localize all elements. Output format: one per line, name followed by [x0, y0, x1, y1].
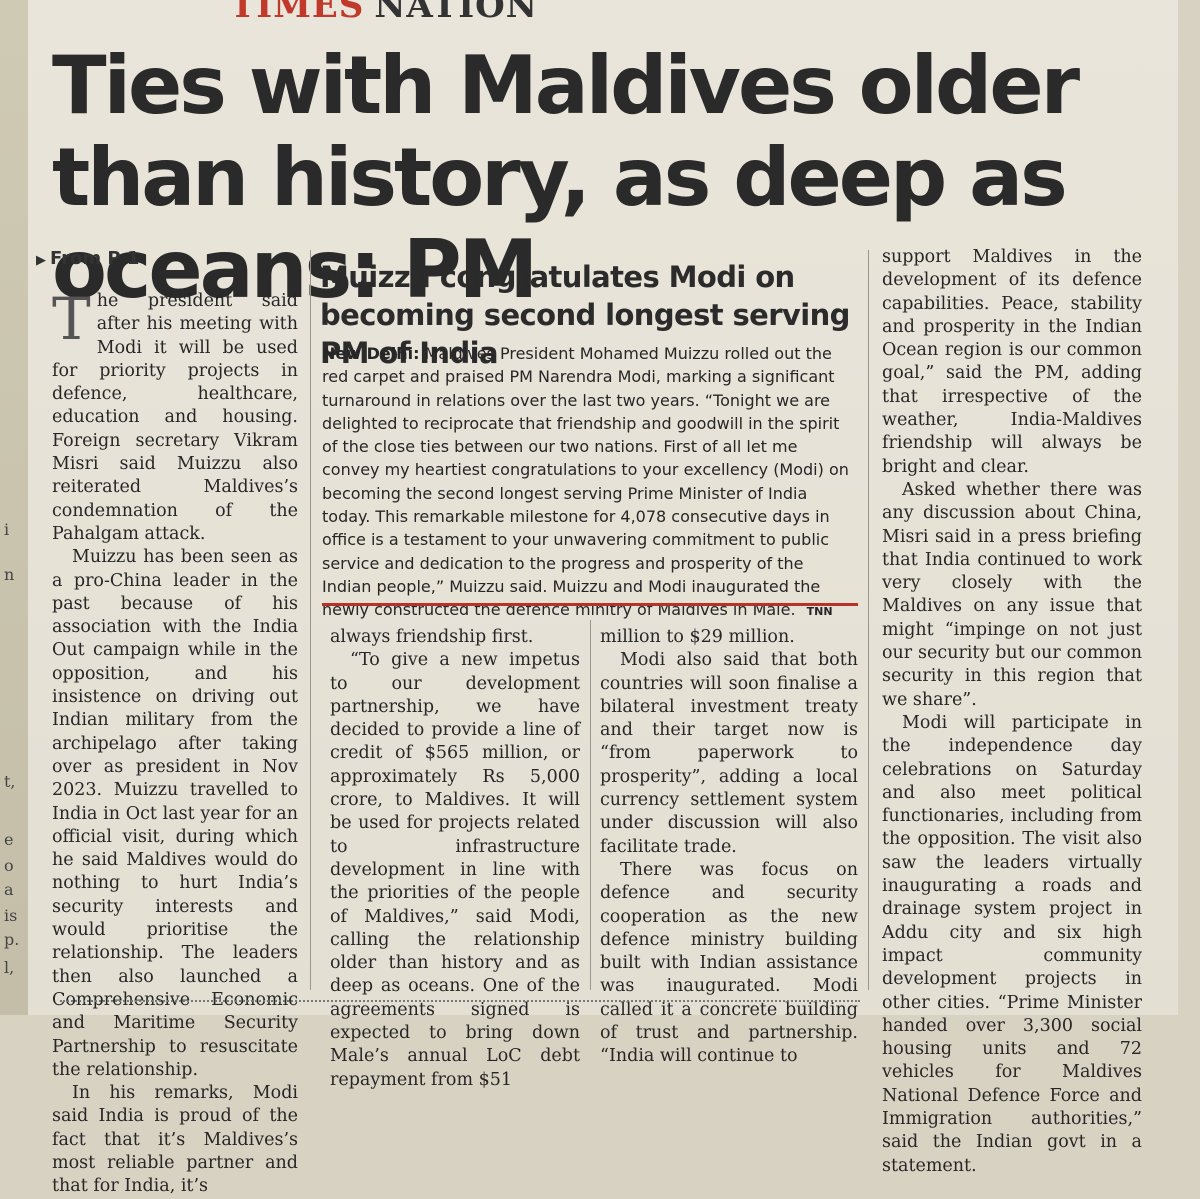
paragraph: “To give a new impetus to our developmen… — [330, 650, 580, 1090]
article-column-3: million to $29 million. Modi also said t… — [600, 626, 858, 1069]
strip-fragment: a — [4, 880, 14, 899]
paragraph: There was focus on defence and security … — [600, 859, 858, 1067]
sidebar-body: New Delhi: Maldives President Mohamed Mu… — [322, 342, 852, 624]
strip-fragment: p. — [4, 930, 20, 949]
continued-from-label: From P 1 — [50, 248, 140, 269]
strip-fragment: i — [4, 520, 10, 539]
strip-fragment: e — [4, 830, 14, 849]
sidebar-dateline: New Delhi: — [322, 344, 420, 363]
paragraph: Modi will participate in the independenc… — [882, 712, 1142, 1176]
paragraph: support Maldives in the development of i… — [882, 247, 1142, 477]
column-divider — [310, 250, 311, 990]
column-divider — [590, 620, 591, 990]
section-nation: NATION — [374, 0, 538, 26]
section-label: TIMES NATION — [230, 0, 538, 26]
paragraph: Modi also said that both countries will … — [600, 650, 858, 857]
strip-fragment: n — [4, 565, 15, 584]
paragraph: million to $29 million. — [600, 627, 795, 647]
strip-fragment: o — [4, 856, 14, 875]
sidebar-bottom-rule — [322, 603, 858, 606]
play-arrow-icon: ▶ — [36, 253, 46, 268]
sidebar-headline: Muizzu congratulates Modi on becoming se… — [320, 260, 850, 370]
section-times: TIMES — [230, 0, 365, 26]
sidebar-credit: TNN — [806, 605, 833, 619]
paragraph: Asked whether there was any discussion a… — [882, 479, 1142, 710]
paragraph-text: he president said after his meeting with… — [52, 291, 298, 544]
article-column-2: always friendship first. “To give a new … — [330, 626, 580, 1092]
column-divider — [868, 250, 869, 990]
main-headline: Ties with Maldives older than history, a… — [52, 39, 1080, 316]
paragraph: always friendship first. — [330, 627, 534, 647]
continued-from: ▶ From P 1 — [36, 248, 139, 269]
bottom-dotted-rule — [60, 1000, 860, 1002]
strip-fragment: t, — [4, 772, 16, 791]
article-column-4: support Maldives in the development of i… — [882, 246, 1142, 1178]
paragraph: Muizzu has been seen as a pro-China lead… — [52, 547, 298, 1080]
adjacent-page-strip: i n t, e o a is p. l, — [0, 0, 28, 1015]
drop-cap: T — [52, 285, 91, 353]
sidebar-text: Maldives President Mohamed Muizzu rolled… — [322, 344, 849, 620]
paragraph: In his remarks, Modi said India is proud… — [52, 1083, 298, 1197]
newspaper-page — [28, 0, 1178, 1015]
strip-fragment: is — [4, 906, 18, 925]
strip-fragment: l, — [4, 958, 15, 977]
